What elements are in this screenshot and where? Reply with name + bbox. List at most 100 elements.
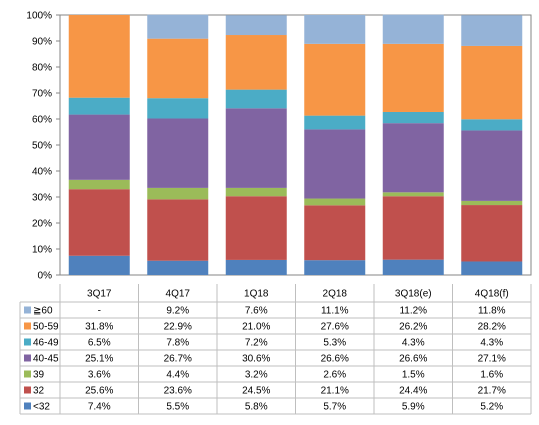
bar-segment — [382, 111, 444, 124]
bar-segment — [68, 97, 130, 115]
y-tick-label: 100% — [26, 11, 52, 22]
y-tick-label: 0% — [38, 271, 53, 282]
bar-segment — [147, 38, 209, 99]
data-label: 4.4% — [166, 370, 189, 381]
data-label: 11.8% — [478, 306, 506, 317]
bar-segment — [68, 15, 130, 98]
data-label: 25.1% — [85, 354, 113, 365]
data-label: 7.4% — [88, 402, 111, 413]
x-category-label: 1Q18 — [244, 289, 269, 300]
bar-segment — [68, 189, 130, 256]
legend-label: 40-45 — [33, 354, 59, 365]
legend-swatch — [24, 402, 31, 410]
data-label: 21.1% — [321, 386, 349, 397]
data-label: 3.6% — [88, 370, 111, 381]
x-category-label: 2Q18 — [323, 289, 348, 300]
data-label: 11.1% — [321, 306, 349, 317]
bar-segment — [304, 260, 366, 275]
data-label: 2.6% — [323, 370, 346, 381]
legend-label: 39 — [33, 370, 45, 381]
data-label: 5.8% — [245, 402, 268, 413]
data-label: 4.3% — [402, 338, 425, 349]
bar-segment — [382, 196, 444, 260]
x-category-label: 3Q17 — [87, 289, 112, 300]
data-label: 26.2% — [399, 322, 427, 333]
x-category-label: 3Q18(e) — [395, 289, 432, 300]
bar-segment — [382, 259, 444, 275]
bar-segment — [461, 45, 523, 120]
data-label: 22.9% — [164, 322, 192, 333]
y-tick-label: 40% — [32, 167, 52, 178]
data-label: 5.2% — [480, 402, 503, 413]
data-label: 24.5% — [242, 386, 270, 397]
data-label: 5.3% — [323, 338, 346, 349]
bar-segment — [225, 259, 287, 275]
bar-segment — [382, 123, 444, 193]
data-label: 3.2% — [245, 370, 268, 381]
data-label: 31.8% — [85, 322, 113, 333]
x-category-label: 4Q17 — [166, 289, 191, 300]
bar-segment — [304, 115, 366, 130]
legend-swatch — [24, 370, 31, 378]
legend-swatch — [24, 386, 31, 394]
data-label: 1.6% — [480, 370, 503, 381]
bar-segment — [225, 196, 287, 260]
data-label: 7.8% — [166, 338, 189, 349]
data-label: 1.5% — [402, 370, 425, 381]
data-label: 24.4% — [399, 386, 427, 397]
data-label: 21.7% — [478, 386, 506, 397]
data-label: 23.6% — [164, 386, 192, 397]
y-tick-label: 70% — [32, 89, 52, 100]
legend-swatch — [24, 354, 31, 362]
y-tick-label: 10% — [32, 245, 52, 256]
bar-segment — [225, 35, 287, 90]
bar-segment — [382, 192, 444, 197]
legend-label: 46-49 — [33, 338, 59, 349]
bar-segment — [147, 14, 209, 39]
bar-segment — [461, 130, 523, 201]
data-label: 27.6% — [321, 322, 349, 333]
data-label: 4.3% — [480, 338, 503, 349]
bar-segment — [304, 198, 366, 206]
bar-segment — [304, 205, 366, 261]
legend-swatch — [24, 338, 31, 346]
y-tick-label: 50% — [32, 141, 52, 152]
bar-segment — [382, 43, 444, 112]
x-category-label: 4Q18(f) — [475, 289, 509, 300]
bar-segment — [225, 187, 287, 197]
data-label: 6.5% — [88, 338, 111, 349]
data-label: - — [98, 306, 101, 317]
legend-swatch — [24, 322, 31, 330]
data-label: 27.1% — [478, 354, 506, 365]
bar-segment — [147, 260, 209, 275]
bar-segment — [147, 98, 209, 119]
data-label: 11.2% — [399, 306, 427, 317]
data-label: 30.6% — [242, 354, 270, 365]
bar-segment — [68, 179, 130, 190]
legend-label: <32 — [33, 402, 50, 413]
y-tick-label: 30% — [32, 193, 52, 204]
data-label: 7.6% — [245, 306, 268, 317]
legend-swatch — [24, 306, 31, 314]
bar-segment — [147, 187, 209, 200]
data-label: 21.0% — [242, 322, 270, 333]
bar-segment — [461, 119, 523, 131]
data-label: 5.7% — [323, 402, 346, 413]
bar-segment — [461, 261, 523, 275]
data-label: 26.7% — [164, 354, 192, 365]
data-label: 26.6% — [399, 354, 427, 365]
y-tick-label: 90% — [32, 37, 52, 48]
bar-segment — [304, 15, 366, 44]
data-label: 26.6% — [321, 354, 349, 365]
legend-label: 32 — [33, 386, 45, 397]
y-tick-label: 80% — [32, 63, 52, 74]
bar-segment — [461, 200, 523, 206]
data-label: 25.6% — [85, 386, 113, 397]
data-label: 5.5% — [166, 402, 189, 413]
y-tick-label: 20% — [32, 219, 52, 230]
data-label: 5.9% — [402, 402, 425, 413]
bar-segment — [225, 89, 287, 109]
bar-segment — [147, 118, 209, 188]
data-label: 9.2% — [166, 306, 189, 317]
